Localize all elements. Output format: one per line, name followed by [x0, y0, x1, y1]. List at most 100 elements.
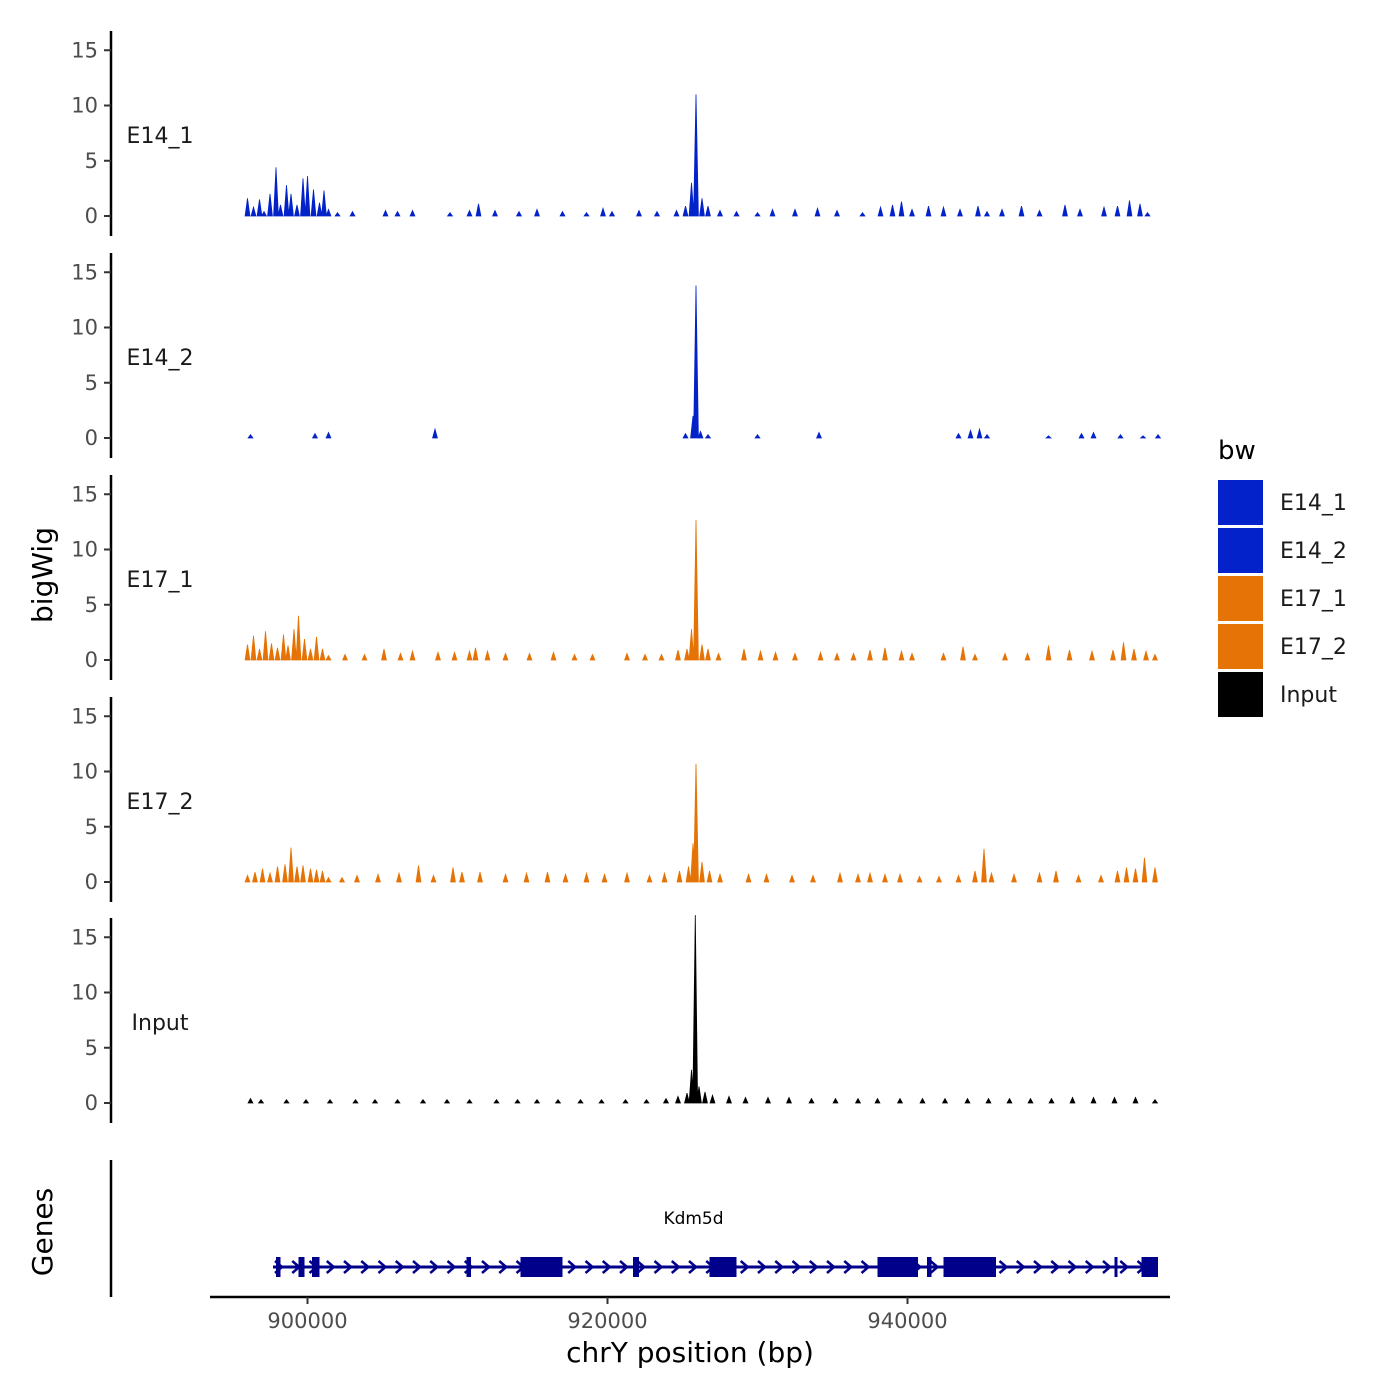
- exon: [877, 1257, 918, 1277]
- track-label: E14_1: [127, 124, 194, 149]
- legend-title: bw: [1218, 436, 1256, 466]
- legend-label-E17_2: E17_2: [1280, 635, 1347, 660]
- track-E14_2: 0 5 10 15 E14_2: [71, 253, 1162, 458]
- y-axis-title: bigWig: [26, 527, 59, 623]
- strand-arrow: [446, 1260, 457, 1274]
- y-tick-label: 0: [85, 648, 98, 672]
- y-tick-label: 10: [71, 981, 98, 1005]
- strand-arrow: [1119, 1260, 1130, 1274]
- exon: [1114, 1257, 1118, 1277]
- track-Input: 0 5 10 15 Input: [71, 915, 1159, 1123]
- coverage-envelope: [245, 94, 1150, 216]
- legend-key-Input: [1218, 672, 1263, 717]
- strand-arrow: [1015, 1260, 1026, 1274]
- track-label: E17_2: [127, 790, 194, 815]
- strand-arrow: [412, 1260, 422, 1274]
- legend-key-E14_1: [1218, 480, 1263, 525]
- strand-arrow: [670, 1260, 681, 1274]
- track-E17_2: 0 5 10 15 E17_2: [71, 697, 1158, 902]
- strand-arrow: [998, 1260, 1009, 1274]
- y-tick-label: 10: [71, 538, 98, 562]
- exon: [520, 1257, 563, 1277]
- strand-arrow: [1033, 1260, 1043, 1274]
- coverage-area-E17_2: [244, 763, 1158, 883]
- track-label: E17_1: [127, 568, 194, 593]
- legend-label-Input: Input: [1280, 683, 1337, 708]
- y-tick-label: 5: [85, 149, 98, 173]
- coverage-area-E14_1: [244, 94, 1151, 217]
- coverage-area-Input: [247, 915, 1159, 1104]
- y-tick-label: 0: [85, 204, 98, 228]
- strand-arrow: [843, 1260, 854, 1274]
- legend-key-E14_2: [1218, 528, 1263, 573]
- strand-arrow: [757, 1260, 767, 1274]
- exon: [298, 1257, 305, 1277]
- strand-arrow: [774, 1260, 785, 1274]
- strand-arrow: [325, 1260, 336, 1274]
- y-tick-label: 15: [71, 482, 98, 506]
- exon: [709, 1257, 737, 1277]
- strand-arrow: [377, 1260, 388, 1274]
- strand-arrow: [808, 1260, 819, 1274]
- y-tick-label: 15: [71, 925, 98, 949]
- genes-track: Kdm5d: [109, 1160, 1158, 1297]
- y-tick-label: 5: [85, 815, 98, 839]
- strand-arrow: [1067, 1260, 1078, 1274]
- strand-arrow: [360, 1260, 371, 1274]
- track-label: Input: [132, 1011, 189, 1036]
- legend-label-E14_2: E14_2: [1280, 539, 1347, 564]
- legend-label-E17_1: E17_1: [1280, 587, 1347, 612]
- strand-arrow: [394, 1260, 405, 1274]
- exon: [466, 1257, 471, 1277]
- y-tick-label: 15: [71, 704, 98, 728]
- exon: [312, 1257, 320, 1277]
- exon: [927, 1257, 932, 1277]
- y-tick-label: 10: [71, 316, 98, 340]
- coverage-envelope: [245, 764, 1157, 882]
- strand-arrow: [860, 1260, 871, 1274]
- exon: [943, 1257, 996, 1277]
- y-tick-label: 5: [85, 371, 98, 395]
- y-tick-label: 10: [71, 94, 98, 118]
- coverage-envelope: [245, 520, 1157, 660]
- coverage-area-E17_1: [244, 519, 1159, 661]
- legend-key-E17_2: [1218, 624, 1263, 669]
- legend-key-E17_1: [1218, 576, 1263, 621]
- x-tick-label: 900000: [267, 1309, 347, 1333]
- strand-arrow: [498, 1260, 509, 1274]
- strand-arrow: [653, 1260, 664, 1274]
- signal-tracks: 0 5 10 15 E14_1 0 5 10 15 E14_2 0 5 10 15 E17_1 0 5 10 15 E…: [71, 31, 1162, 1123]
- coverage-area-E14_2: [247, 285, 1162, 439]
- y-tick-label: 10: [71, 760, 98, 784]
- track-label: E14_2: [127, 346, 194, 371]
- genes-axis-title: Genes: [26, 1188, 59, 1276]
- y-tick-label: 0: [85, 1091, 98, 1115]
- strand-arrow: [929, 1260, 940, 1274]
- strand-arrow: [739, 1260, 750, 1274]
- y-tick-label: 15: [71, 260, 98, 284]
- x-axis-title: chrY position (bp): [566, 1336, 814, 1369]
- y-tick-label: 0: [85, 426, 98, 450]
- exon: [276, 1257, 281, 1277]
- track-E17_1: 0 5 10 15 E17_1: [71, 475, 1159, 680]
- strand-arrow: [481, 1260, 491, 1274]
- gene-name-label: Kdm5d: [663, 1209, 723, 1229]
- strand-arrow: [1050, 1260, 1061, 1274]
- legend-label-E14_1: E14_1: [1280, 491, 1347, 516]
- exon: [633, 1257, 639, 1277]
- x-axis: 900000 920000 940000: [210, 1295, 1170, 1333]
- strand-arrow: [343, 1260, 353, 1274]
- exon: [1141, 1257, 1158, 1277]
- y-tick-label: 5: [85, 1036, 98, 1060]
- strand-arrow: [619, 1260, 629, 1274]
- track-E14_1: 0 5 10 15 E14_1: [71, 31, 1151, 236]
- strand-arrow: [826, 1260, 836, 1274]
- legend: bw E14_1 E14_2 E17_1 E17_2 Input: [1218, 436, 1347, 717]
- strand-arrow: [688, 1260, 698, 1274]
- gene-Kdm5d: Kdm5d: [273, 1209, 1158, 1277]
- strand-arrow: [429, 1260, 440, 1274]
- strand-arrow: [567, 1260, 578, 1274]
- y-tick-label: 5: [85, 593, 98, 617]
- strand-arrow: [636, 1260, 647, 1274]
